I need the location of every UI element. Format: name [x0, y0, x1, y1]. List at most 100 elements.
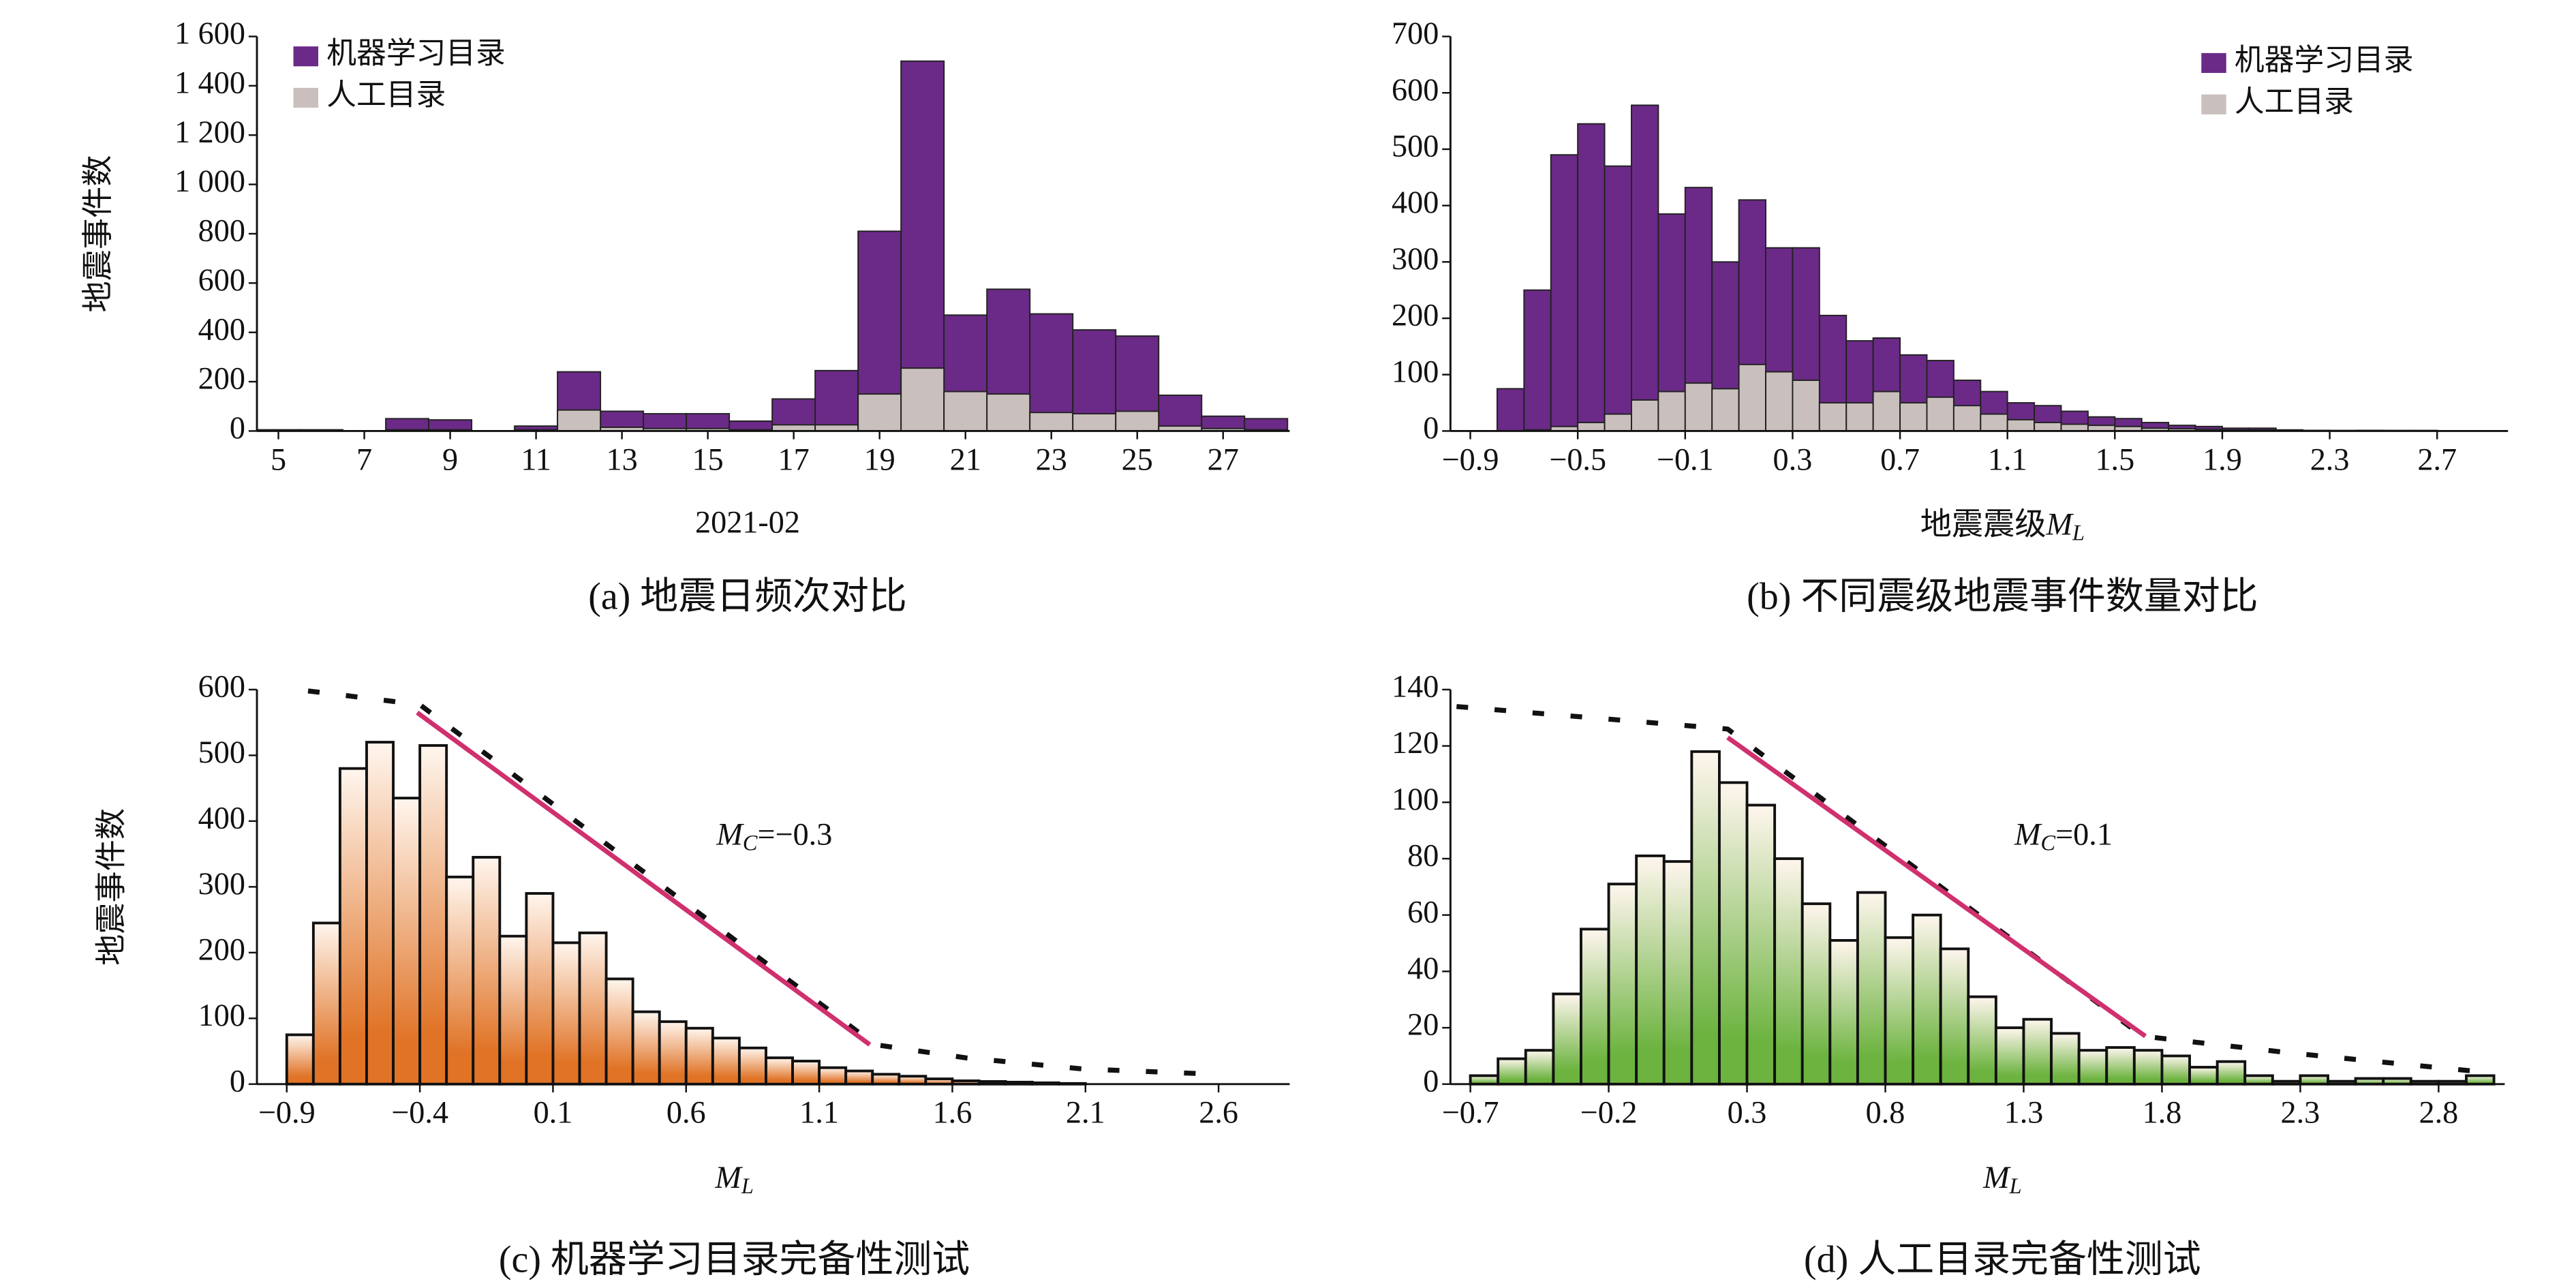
annotation: MC=−0.3: [716, 816, 832, 855]
x-axis-label: 2021-02: [695, 505, 800, 540]
x-tick-label: 9: [442, 442, 458, 476]
legend-swatch: [293, 46, 319, 67]
bar: [1745, 803, 1777, 1086]
x-tick-label: 25: [1122, 442, 1153, 476]
y-tick-label: 100: [1392, 354, 1439, 388]
y-tick-label: 1 200: [174, 114, 245, 149]
bar: [1765, 371, 1794, 432]
y-tick-label: 0: [1423, 1063, 1439, 1098]
y-tick-label: 700: [1392, 16, 1439, 50]
y-tick-label: 200: [1392, 298, 1439, 333]
label-symbol: M: [716, 816, 744, 851]
y-tick-label: 1 600: [174, 16, 245, 50]
y-tick-label: 100: [1392, 782, 1439, 816]
bar: [2050, 1032, 2081, 1086]
bar: [1818, 402, 1847, 432]
x-axis-label: 地震震级ML: [1920, 506, 2085, 545]
y-tick-label: 300: [1392, 241, 1439, 276]
bar: [2022, 1017, 2053, 1086]
bar: [1773, 857, 1804, 1086]
bar: [1684, 382, 1713, 432]
label-subscript: L: [2009, 1174, 2022, 1198]
x-tick-label: −0.2: [1580, 1095, 1638, 1130]
bar: [2299, 1074, 2329, 1086]
bar: [604, 977, 634, 1086]
label-text: =−0.3: [757, 816, 832, 851]
bar: [711, 1037, 741, 1086]
y-tick-label: 500: [1392, 129, 1439, 164]
bar: [1899, 402, 1928, 432]
bar: [525, 892, 555, 1086]
bar: [1884, 936, 1915, 1086]
y-tick-label: 600: [1392, 72, 1439, 107]
label-text: =0.1: [2055, 816, 2113, 851]
bar: [1635, 854, 1666, 1086]
bar: [1662, 860, 1693, 1086]
legend-swatch: [2201, 94, 2226, 114]
bar: [943, 390, 988, 432]
bar: [1711, 388, 1740, 432]
x-tick-label: −0.4: [391, 1095, 448, 1130]
bar: [557, 409, 602, 432]
bar: [392, 797, 422, 1086]
fit-curve: [307, 688, 1216, 1077]
bar: [1604, 413, 1632, 432]
y-tick-label: 20: [1407, 1007, 1439, 1042]
y-tick-label: 80: [1407, 838, 1439, 873]
bar: [1497, 1057, 1527, 1086]
y-tick-label: 200: [198, 361, 245, 396]
y-tick-label: 100: [198, 998, 245, 1032]
bar: [2160, 1054, 2191, 1086]
background: [5, 0, 2571, 1288]
bar: [1939, 947, 1970, 1086]
y-tick-label: 400: [198, 311, 245, 346]
bar: [338, 767, 368, 1086]
y-tick-label: 120: [1392, 725, 1439, 760]
bar: [445, 875, 475, 1086]
label-text: 地震震级: [1920, 506, 2046, 541]
bar: [1952, 405, 1982, 432]
x-tick-label: 27: [1208, 442, 1239, 476]
bar: [1912, 913, 1942, 1086]
x-tick-label: 2.7: [2417, 442, 2457, 476]
y-tick-label: 400: [198, 800, 245, 835]
caption: (a) 地震日频次对比: [588, 575, 907, 617]
y-tick-label: 0: [230, 410, 245, 445]
bar: [2215, 1060, 2247, 1086]
bar: [2243, 1074, 2274, 1086]
x-tick-label: 1.1: [1988, 442, 2027, 476]
bar: [1657, 390, 1686, 432]
x-tick-label: 2.3: [2281, 1095, 2320, 1130]
x-tick-label: 0.3: [1773, 442, 1813, 476]
bar: [285, 1033, 315, 1086]
bar: [1738, 363, 1767, 432]
x-tick-label: 1.3: [2004, 1095, 2044, 1130]
y-tick-label: 200: [198, 932, 245, 966]
y-tick-label: 1 400: [174, 65, 245, 99]
y-tick-label: 300: [198, 866, 245, 901]
bar: [1580, 927, 1610, 1086]
x-tick-label: 2.3: [2310, 442, 2350, 476]
bar: [1718, 781, 1749, 1086]
x-tick-label: 2.1: [1066, 1095, 1105, 1130]
x-tick-label: 5: [271, 442, 286, 476]
y-tick-label: 40: [1407, 951, 1439, 985]
bar: [631, 1010, 661, 1086]
bar: [1690, 750, 1721, 1086]
x-tick-label: −0.1: [1657, 442, 1714, 476]
y-tick-label: 800: [198, 213, 245, 248]
y-tick-label: 1 000: [174, 164, 245, 198]
x-tick-label: 19: [864, 442, 895, 476]
y-tick-label: 0: [1423, 410, 1439, 445]
y-axis-label: 地震事件数: [93, 808, 128, 966]
bar: [1792, 380, 1820, 432]
bar: [857, 393, 902, 432]
x-tick-label: 15: [692, 442, 724, 476]
bar: [1828, 938, 1859, 1086]
legend-swatch: [2201, 52, 2226, 74]
label-symbol: M: [2046, 506, 2074, 541]
x-tick-label: 1.6: [933, 1095, 972, 1130]
x-axis-label: ML: [714, 1160, 754, 1199]
x-tick-label: 0.7: [1880, 442, 1920, 476]
label-symbol: M: [2014, 816, 2042, 851]
